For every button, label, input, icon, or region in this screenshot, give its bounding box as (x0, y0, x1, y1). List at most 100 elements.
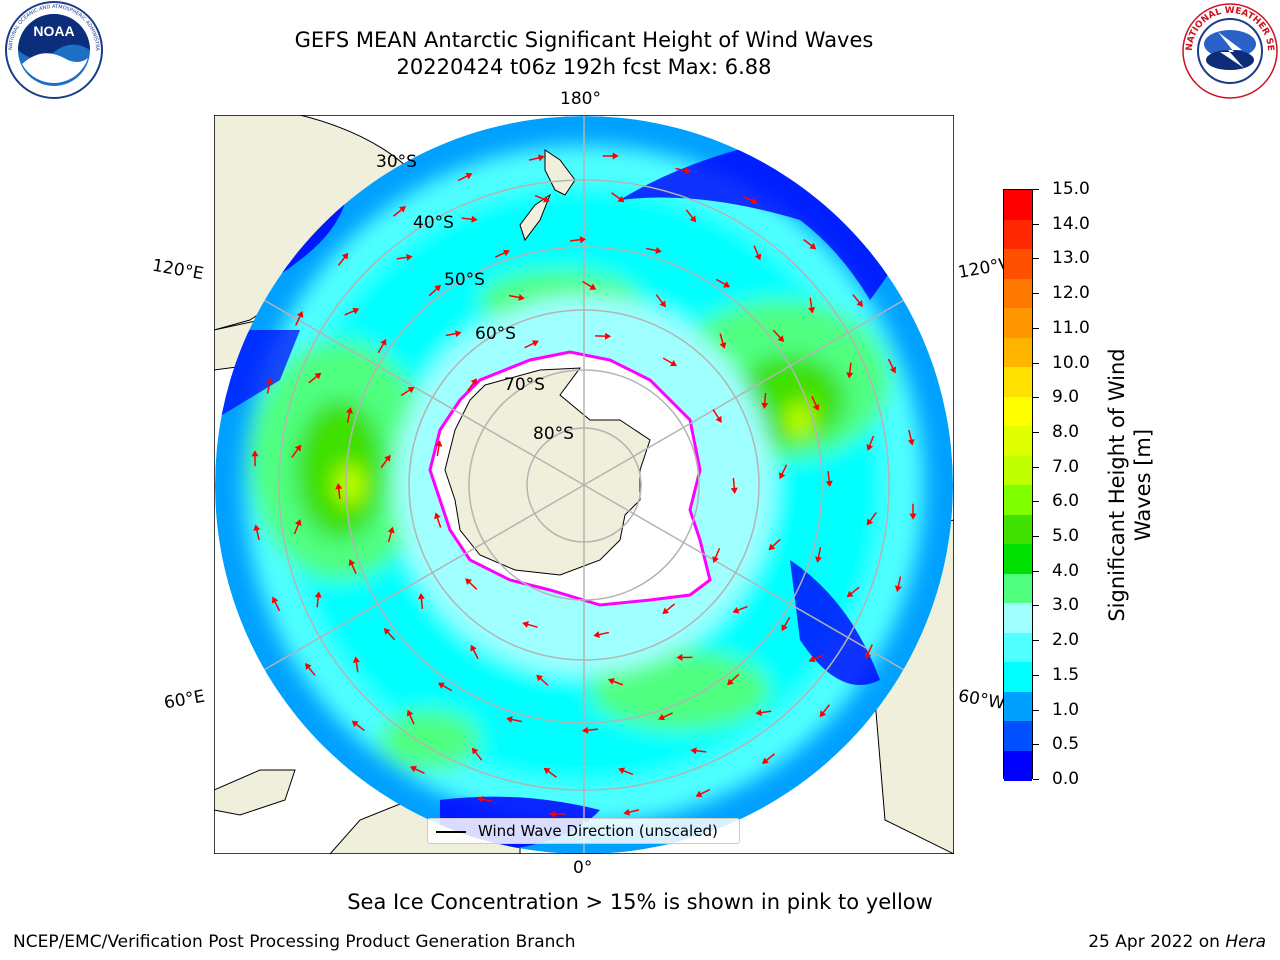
wave-direction-arrow (445, 330, 462, 338)
wave-direction-arrow (337, 252, 349, 266)
wave-direction-arrow (305, 663, 316, 676)
wave-direction-arrow (819, 704, 831, 718)
lon-label-0: 0° (573, 858, 593, 878)
colorbar-tick (1033, 431, 1039, 433)
colorbar-segment (1004, 632, 1032, 663)
map-legend: Wind Wave Direction (unscaled) (427, 818, 740, 844)
wave-direction-arrow (291, 444, 302, 458)
colorbar-tick-label: 5.0 (1052, 526, 1080, 547)
wave-direction-arrow (712, 409, 722, 423)
wave-direction-arrow (428, 284, 442, 297)
wave-direction-arrow (495, 249, 510, 258)
colorbar-tick-label: 0.5 (1052, 734, 1080, 755)
colorbar (1003, 189, 1033, 781)
wave-direction-arrow (607, 678, 624, 686)
wave-direction-arrow (251, 450, 259, 467)
wave-direction-arrow (457, 172, 473, 182)
noaa-text: NOAA (33, 23, 74, 39)
colorbar-tick (1033, 709, 1039, 711)
wave-direction-arrow (808, 297, 816, 314)
wave-direction-arrow (864, 644, 873, 660)
wave-direction-arrow (662, 357, 678, 367)
colorbar-segment (1004, 603, 1032, 633)
colorbar-tick (1033, 362, 1039, 364)
colorbar-segment (1004, 485, 1032, 515)
wave-direction-arrow (852, 294, 863, 307)
wave-direction-arrow (293, 519, 302, 535)
wave-direction-arrow (712, 547, 721, 564)
chart-subtitle: 20220424 t06z 192h fcst Max: 6.88 (396, 55, 772, 79)
sea-ice-note: Sea Ice Concentration > 15% is shown in … (347, 890, 933, 914)
colorbar-tick-label: 11.0 (1052, 317, 1090, 338)
colorbar-segment (1004, 278, 1032, 309)
wave-direction-arrow (779, 464, 788, 480)
wave-direction-arrow (676, 653, 693, 661)
colorbar-tick (1033, 258, 1039, 260)
wave-direction-arrow (352, 656, 360, 673)
wave-direction-arrow (655, 294, 666, 308)
legend-label: Wind Wave Direction (unscaled) (478, 822, 718, 840)
wave-direction-arrow (534, 194, 550, 203)
lat-label-60s: 60°S (475, 324, 516, 344)
wave-direction-arrow (866, 435, 875, 451)
wave-direction-arrow (437, 682, 453, 692)
footer-date: 25 Apr 2022 on Hera (1088, 932, 1266, 952)
wave-direction-arrow (508, 293, 525, 301)
noaa-logo: NOAA NATIONAL OCEANIC AND ATMOSPHERIC AD… (0, 0, 106, 100)
colorbar-tick (1033, 397, 1039, 399)
colorbar-tick-label: 7.0 (1052, 456, 1080, 477)
colorbar-tick (1033, 640, 1039, 642)
wave-direction-arrow (524, 340, 539, 349)
wave-direction-arrow (772, 329, 785, 343)
wave-direction-arrow (543, 767, 557, 778)
wave-direction-arrow (581, 726, 598, 734)
wave-direction-arrow (435, 440, 443, 457)
legend-line-swatch (436, 831, 466, 833)
wave-direction-arrow (387, 526, 395, 543)
colorbar-tick (1033, 293, 1039, 295)
colorbar-tick-label: 13.0 (1052, 248, 1090, 269)
wave-direction-arrow (815, 547, 822, 563)
colorbar-segment (1004, 750, 1032, 781)
colorbar-tick-label: 6.0 (1052, 491, 1080, 512)
wave-direction-arrow (406, 709, 415, 725)
wave-direction-arrow (887, 358, 897, 374)
wave-direction-arrow (646, 247, 662, 254)
colorbar-tick (1033, 327, 1039, 329)
colorbar-segment (1004, 367, 1032, 397)
wave-direction-arrow (295, 310, 304, 326)
colorbar-tick (1033, 674, 1039, 676)
colorbar-tick (1033, 466, 1039, 468)
wave-direction-arrow (719, 333, 727, 349)
colorbar-segment (1004, 190, 1032, 220)
colorbar-segment (1004, 691, 1032, 722)
colorbar-tick-label: 14.0 (1052, 213, 1090, 234)
wave-direction-arrow (506, 716, 522, 723)
wave-direction-arrow (755, 709, 772, 717)
wave-direction-arrow (466, 378, 478, 392)
lat-label-70s: 70°S (504, 375, 545, 395)
colorbar-tick-label: 4.0 (1052, 560, 1080, 581)
wave-direction-arrow (715, 278, 731, 288)
colorbar-tick (1033, 779, 1039, 780)
wave-direction-arrow (522, 621, 538, 628)
colorbar-segment (1004, 662, 1032, 692)
wave-direction-arrow (346, 407, 353, 423)
wave-direction-arrow (335, 482, 343, 499)
wave-direction-arrow (471, 747, 483, 761)
wave-direction-arrow (602, 152, 619, 160)
wave-direction-arrow (308, 372, 322, 384)
wave-direction-arrow (253, 524, 261, 541)
colorbar-tick-label: 1.0 (1052, 699, 1080, 720)
wave-direction-arrow (909, 503, 917, 520)
wave-direction-arrow (549, 810, 566, 818)
colorbar-tick-label: 3.0 (1052, 595, 1080, 616)
wave-direction-arrow (377, 338, 387, 354)
wave-direction-arrow (695, 788, 711, 798)
wave-direction-arrow (808, 654, 824, 663)
colorbar-tick-label: 0.0 (1052, 769, 1080, 789)
colorbar-tick (1033, 605, 1039, 607)
wave-direction-arrow (781, 616, 791, 632)
colorbar-tick-label: 9.0 (1052, 387, 1080, 408)
colorbar-segment (1004, 514, 1032, 545)
